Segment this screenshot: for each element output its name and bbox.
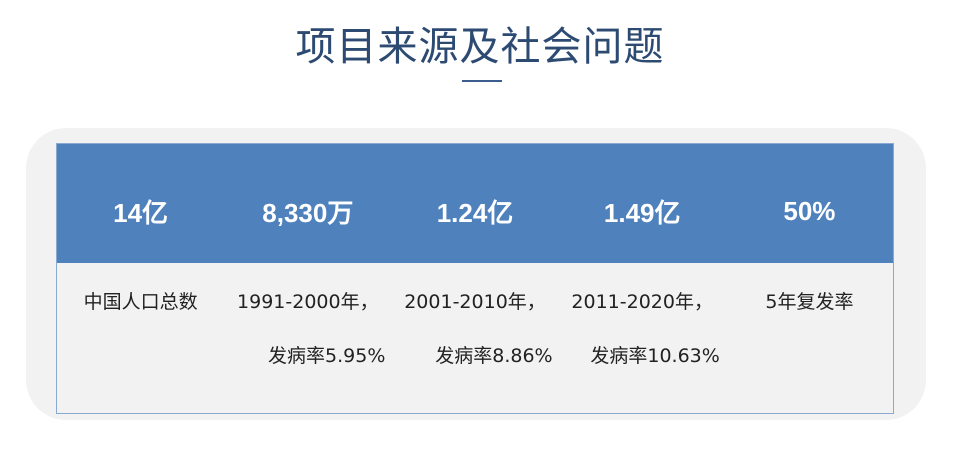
table-header-row: 14亿 8,330万 1.24亿 1.49亿 50% [57, 144, 893, 263]
cell-line: 发病率5.95% [268, 345, 386, 367]
cell-line: 发病率8.86% [435, 345, 553, 367]
cell-line: 中国人口总数 [83, 291, 198, 313]
header-cell: 50% [783, 196, 836, 226]
cell-line: 发病率10.63% [590, 345, 720, 367]
body-cell: 中国人口总数 [57, 263, 224, 395]
body-cell: 1991-2000年， 发病率5.95% [224, 263, 391, 395]
stats-table: 14亿 8,330万 1.24亿 1.49亿 50% 中国人口总数 1991-2… [56, 143, 894, 414]
header-cell: 14亿 [113, 198, 169, 228]
body-cell: 5年复发率 [726, 263, 893, 395]
title-underline [462, 80, 502, 82]
body-cell: 2011-2020年， 发病率10.63% [559, 263, 726, 395]
cell-line: 2001-2010年， [404, 291, 546, 313]
cell-line: 5年复发率 [765, 291, 854, 313]
page-title: 项目来源及社会问题 [295, 24, 665, 70]
cell-line: 2011-2020年， [571, 291, 713, 313]
header-cell: 8,330万 [262, 198, 354, 228]
table-body-row: 中国人口总数 1991-2000年， 发病率5.95% 2001-2010年， … [57, 263, 893, 395]
body-cell: 2001-2010年， 发病率8.86% [391, 263, 558, 395]
header-cell: 1.24亿 [436, 198, 514, 228]
cell-line: 1991-2000年， [237, 291, 379, 313]
header-cell: 1.49亿 [603, 198, 681, 228]
